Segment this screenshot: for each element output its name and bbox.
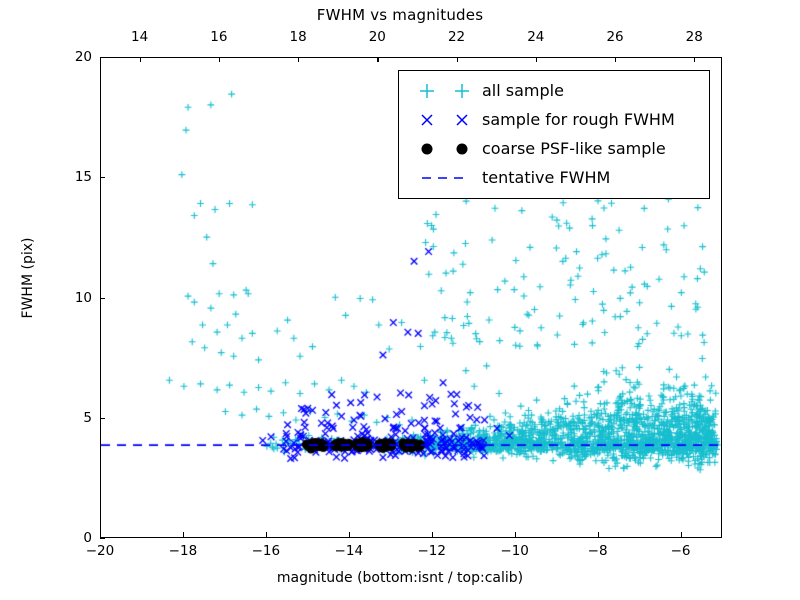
y-tick-label: 20 [74, 49, 92, 65]
legend-label: coarse PSF-like sample [482, 138, 666, 158]
x-tick-label-top: 24 [527, 29, 545, 45]
legend-box: all sample sample for rough FWHM c [398, 70, 710, 199]
x-tick-label: −6 [670, 543, 691, 559]
x-tick-mark [265, 532, 268, 537]
x-tick-mark [348, 532, 350, 537]
x-tick-mark-top [139, 57, 141, 62]
x-tick-mark [182, 532, 185, 537]
legend-entry-tentative-fwhm: tentative FWHM [408, 163, 700, 192]
legend-label: all sample [482, 80, 564, 100]
cross-icon [408, 109, 482, 131]
legend-entry-rough-fwhm: sample for rough FWHM [408, 105, 700, 134]
x-tick-mark-top [298, 57, 300, 62]
legend-label: sample for rough FWHM [482, 109, 675, 129]
circle-icon [408, 138, 482, 160]
x-tick-label: −12 [417, 543, 446, 559]
chart-title: FWHM vs magnitudes [316, 6, 484, 24]
x-tick-mark [597, 532, 599, 537]
x-tick-mark [680, 532, 682, 537]
y-tick-label: 0 [83, 530, 92, 546]
x-axis-label: magnitude (bottom:isnt / top:calib) [276, 570, 524, 586]
x-tick-mark-top [456, 57, 458, 62]
y-tick-mark [100, 417, 105, 419]
legend-entry-all-sample: all sample [408, 76, 700, 105]
y-axis-label: FWHM (pix) [20, 237, 36, 319]
x-tick-label-top: 16 [210, 29, 228, 45]
plus-icon [408, 80, 482, 102]
x-tick-label-top: 26 [606, 29, 624, 45]
x-tick-label: −18 [168, 543, 198, 559]
x-tick-mark-top [615, 57, 617, 62]
x-tick-mark [431, 532, 433, 537]
x-tick-label-top: 20 [368, 29, 386, 45]
x-tick-label: −8 [587, 543, 608, 559]
x-tick-label: −10 [500, 543, 529, 559]
x-tick-mark [514, 532, 516, 537]
y-tick-mark [100, 538, 105, 540]
x-tick-mark-top [377, 57, 379, 62]
x-tick-label-top: 22 [447, 29, 466, 45]
dashed-line-icon [408, 167, 482, 189]
x-tick-label: −16 [251, 543, 281, 559]
legend-label: tentative FWHM [482, 167, 611, 187]
x-tick-mark-top [535, 57, 537, 62]
y-tick-mark [100, 297, 105, 299]
x-tick-mark-top [218, 57, 221, 62]
y-tick-mark [100, 57, 105, 59]
y-tick-label: 10 [74, 289, 92, 306]
x-tick-label: −14 [334, 543, 364, 559]
x-tick-label-top: 28 [685, 29, 703, 45]
y-tick-mark [100, 177, 105, 179]
y-tick-label: 5 [83, 409, 92, 426]
x-tick-label-top: 18 [289, 29, 307, 45]
x-tick-label-top: 14 [131, 29, 149, 45]
x-tick-mark-top [694, 57, 696, 62]
x-tick-mark [100, 532, 102, 537]
y-tick-label: 15 [74, 169, 92, 186]
legend-entry-coarse-psf: coarse PSF-like sample [408, 134, 700, 163]
x-tick-label: −20 [85, 543, 115, 559]
